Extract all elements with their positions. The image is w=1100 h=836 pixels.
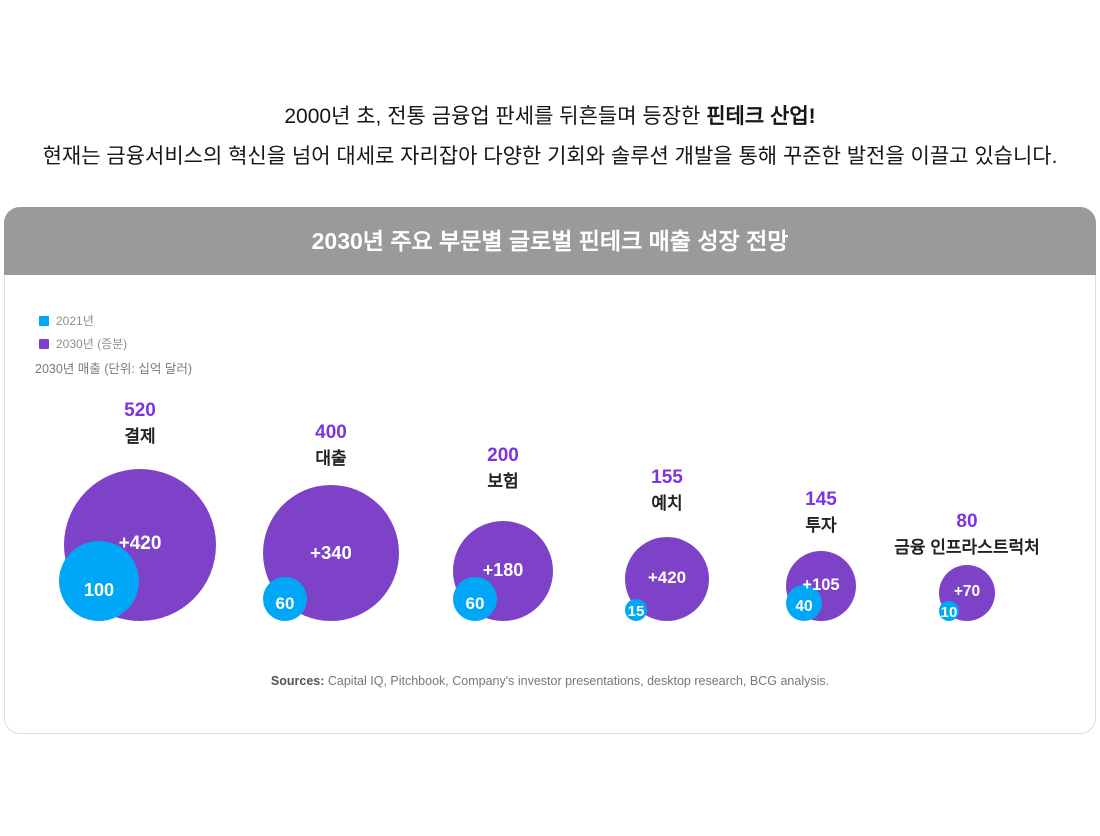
intro-line-1-bold: 핀테크 산업! <box>706 105 816 128</box>
legend-swatch-icon <box>39 315 49 326</box>
increment-value-4: +105 <box>802 575 840 594</box>
intro-line-1-normal: 2000년 초, 전통 금융업 판세를 뒤흔들며 등장한 <box>284 105 707 128</box>
legend-swatch-icon <box>39 338 49 349</box>
base-value-4: 40 <box>795 597 813 615</box>
base-value-3: 15 <box>627 603 645 621</box>
sources-text: Capital IQ, Pitchbook, Company's investo… <box>324 674 830 688</box>
sector-total-5: 80 <box>956 511 978 532</box>
legend-item-1: 2030년 (증분) <box>39 335 127 352</box>
sector-total-4: 145 <box>805 489 837 510</box>
base-value-5: 10 <box>940 604 958 622</box>
increment-value-5: +70 <box>953 583 981 601</box>
panel-title: 2030년 주요 부문별 글로벌 핀테크 매출 성장 전망 <box>311 228 789 254</box>
intro-text: 2000년 초, 전통 금융업 판세를 뒤흔들며 등장한 핀테크 산업! 현재는… <box>0 97 1100 177</box>
increment-value-3: +420 <box>647 568 687 588</box>
sector-total-3: 155 <box>651 467 683 488</box>
chart-legend: 2021년 2030년 (증분) <box>39 312 127 358</box>
intro-line-2: 현재는 금융서비스의 혁신을 넘어 대세로 자리잡아 다양한 기회와 솔루션 개… <box>42 145 1058 168</box>
base-circle-5 <box>939 601 959 621</box>
base-circle-4 <box>786 585 822 621</box>
intro-line-1: 2000년 초, 전통 금융업 판세를 뒤흔들며 등장한 핀테크 산업! <box>0 97 1100 137</box>
legend-label: 2021년 <box>56 314 94 328</box>
increment-value-2: +180 <box>482 559 524 580</box>
sector-label-4: 투자 <box>805 516 837 535</box>
base-value-2: 60 <box>465 593 485 613</box>
legend-item-0: 2021년 <box>39 312 127 329</box>
base-value-1: 60 <box>275 593 295 613</box>
sources-note: Sources: Capital IQ, Pitchbook, Company'… <box>5 674 1095 688</box>
sector-label-5: 금융 인프라스트럭처 <box>894 538 1040 557</box>
base-value-0: 100 <box>83 579 115 600</box>
base-circle-0 <box>59 541 139 621</box>
base-circle-1 <box>263 577 307 621</box>
sources-prefix: Sources: <box>270 674 325 688</box>
legend-label: 2030년 (증분) <box>56 337 128 351</box>
bubble-groups: 520 결제 +420 100 400 대출 +340 60 200 보험 +180 60 155 예치 +… <box>5 208 1095 733</box>
base-circle-3 <box>625 599 647 621</box>
increment-value-1: +340 <box>310 541 352 563</box>
sector-label-0: 결제 <box>124 427 156 446</box>
sector-total-1: 400 <box>315 422 347 443</box>
sector-label-2: 보험 <box>487 472 519 491</box>
sector-label-1: 대출 <box>315 449 347 468</box>
sector-total-0: 520 <box>124 400 156 421</box>
sector-total-2: 200 <box>487 445 519 466</box>
axis-note: 2030년 매출 (단위: 십억 달러) <box>35 362 192 376</box>
base-circle-2 <box>453 577 497 621</box>
panel-header: 2030년 주요 부문별 글로벌 핀테크 매출 성장 전망 <box>4 207 1096 275</box>
chart-panel: 2030년 주요 부문별 글로벌 핀테크 매출 성장 전망 2021년 2030년… <box>4 207 1096 734</box>
increment-value-0: +420 <box>118 533 162 555</box>
sector-label-3: 예치 <box>651 494 683 513</box>
